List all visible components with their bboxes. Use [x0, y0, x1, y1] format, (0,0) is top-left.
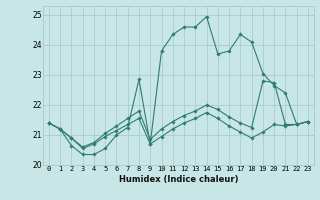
X-axis label: Humidex (Indice chaleur): Humidex (Indice chaleur)	[119, 175, 238, 184]
